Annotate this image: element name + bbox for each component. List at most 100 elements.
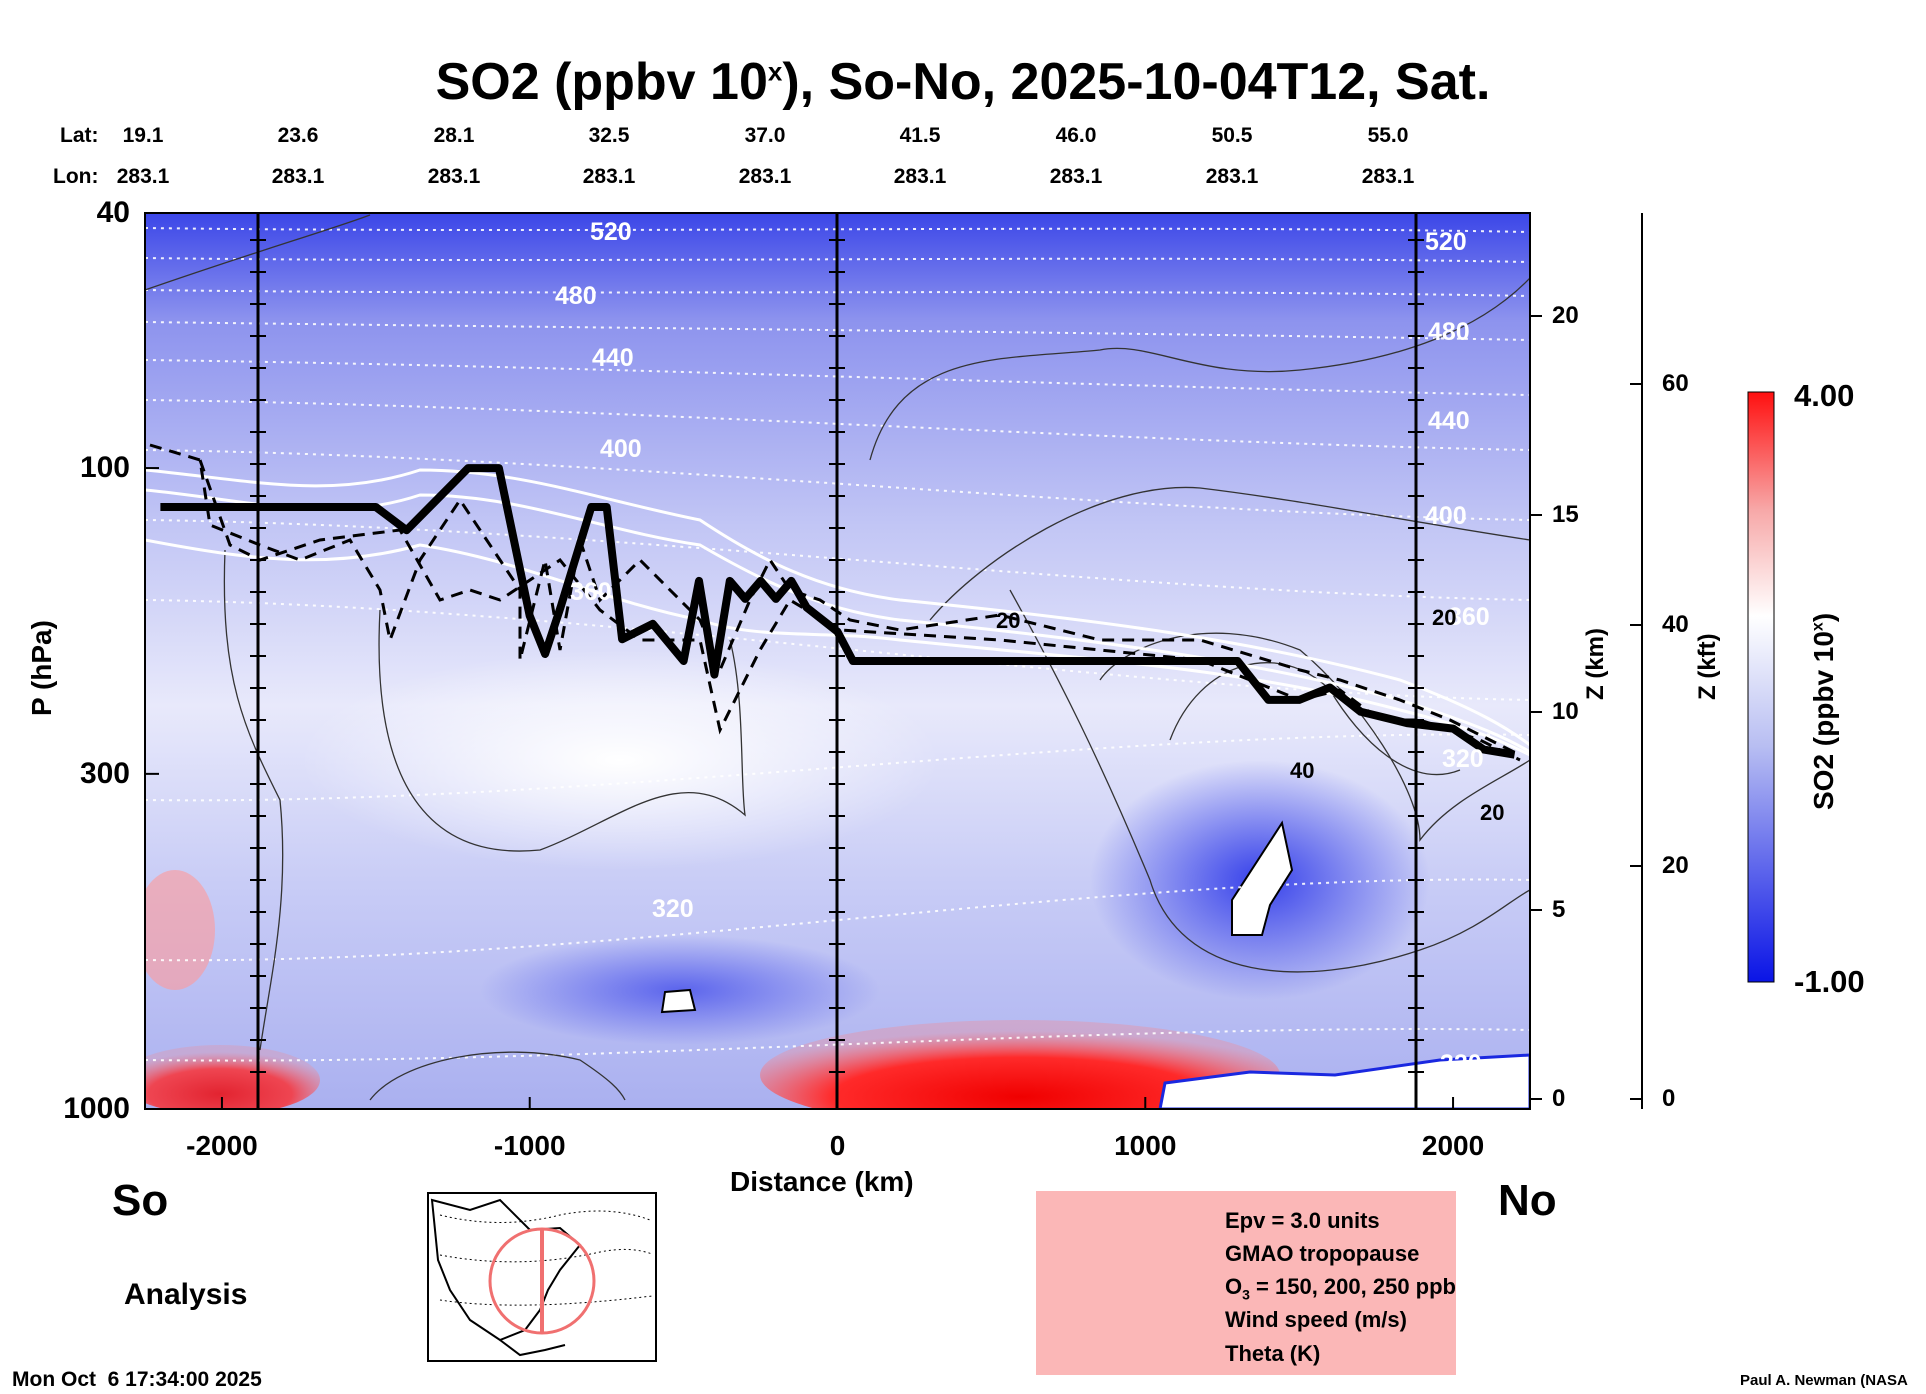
wind-contour bbox=[223, 549, 284, 1051]
colorbar-min-label: -1.00 bbox=[1794, 964, 1865, 999]
z-km-tick-label: 10 bbox=[1552, 698, 1579, 725]
field-white-patch-2 bbox=[660, 988, 697, 1014]
legend-o3-text: O bbox=[1225, 1274, 1243, 1299]
lon-value: 283.1 bbox=[116, 165, 170, 188]
x-tick-label: 1000 bbox=[1114, 1130, 1177, 1161]
credit: Paul A. Newman (NASA bbox=[1740, 1372, 1908, 1389]
inset-graticule bbox=[439, 1210, 651, 1223]
axis-ticks bbox=[145, 212, 1642, 1110]
lat-value: 41.5 bbox=[899, 124, 941, 147]
x-tick-label: -2000 bbox=[186, 1130, 258, 1161]
inset-coastline-2 bbox=[499, 1339, 566, 1357]
wind-contour-label: 40 bbox=[1290, 758, 1315, 783]
inset-graticule-3 bbox=[439, 1295, 653, 1306]
lat-value: 37.0 bbox=[744, 124, 786, 147]
theta-contour-label: 400 bbox=[600, 435, 642, 463]
wind-contour bbox=[369, 1051, 626, 1101]
x-axis-label: Distance (km) bbox=[730, 1166, 914, 1197]
z-kft-tick-label: 20 bbox=[1662, 852, 1689, 879]
wind-contour bbox=[378, 609, 746, 852]
theta-contour-label: 360 bbox=[570, 578, 612, 606]
wind-contour bbox=[1099, 632, 1530, 842]
theta-contour-label: 320 bbox=[652, 895, 694, 923]
y-tick-label: 100 bbox=[79, 451, 130, 485]
legend-tropopause-label: GMAO tropopause bbox=[1225, 1241, 1420, 1266]
theta-contour-label: 360 bbox=[1448, 603, 1490, 631]
timestamp: Mon Oct 6 17:34:00 2025 bbox=[12, 1368, 262, 1391]
lon-value: 283.1 bbox=[1361, 165, 1415, 188]
z-kft-axis-label: Z (kft) bbox=[1694, 633, 1721, 700]
epv-line bbox=[198, 459, 1521, 762]
legend-wind-label: Wind speed (m/s) bbox=[1225, 1307, 1407, 1332]
wind-contour bbox=[145, 214, 371, 291]
field-white-patch-3 bbox=[1158, 1053, 1530, 1109]
lat-value: 50.5 bbox=[1211, 124, 1253, 147]
wind-contour bbox=[869, 277, 1530, 461]
field-white-region bbox=[300, 650, 940, 870]
z-kft-tick-label: 60 bbox=[1662, 370, 1689, 397]
colorbar bbox=[1747, 391, 1775, 983]
theta-contour-label: 520 bbox=[1425, 228, 1467, 256]
y-tick-label: 300 bbox=[79, 756, 130, 790]
chart-title: SO2 (ppbv 10x), So-No, 2025-10-04T12, Sa… bbox=[0, 52, 1926, 112]
lat-value: 28.1 bbox=[433, 124, 475, 147]
theta-contour-label: 480 bbox=[1428, 318, 1470, 346]
ozone-line bbox=[145, 538, 1530, 757]
colorbar-title-end: ) bbox=[1808, 612, 1839, 623]
lat-label: Lat: bbox=[60, 124, 99, 147]
no-label: No bbox=[1498, 1176, 1557, 1225]
epv-line bbox=[149, 443, 1521, 757]
inset-coastline bbox=[430, 1198, 582, 1342]
lon-value: 283.1 bbox=[1205, 165, 1259, 188]
z-km-tick-label: 0 bbox=[1552, 1085, 1566, 1112]
lon-value: 283.1 bbox=[582, 165, 636, 188]
lon-label: Lon: bbox=[53, 165, 99, 188]
wind-contour bbox=[1009, 589, 1530, 973]
legend-epv-label: Epv = 3.0 units bbox=[1225, 1208, 1380, 1233]
wind-contour-label: 20 bbox=[1480, 800, 1505, 825]
theta-contour-label: 440 bbox=[592, 344, 634, 372]
theta-contour-label: 400 bbox=[1425, 502, 1467, 530]
legend-o3-text-end: = 150, 200, 250 ppb bbox=[1249, 1274, 1456, 1299]
z-kft-tick-label: 0 bbox=[1662, 1085, 1676, 1112]
lat-value: 23.6 bbox=[277, 124, 319, 147]
lon-value: 283.1 bbox=[427, 165, 481, 188]
lon-value: 283.1 bbox=[271, 165, 325, 188]
lat-value: 46.0 bbox=[1055, 124, 1097, 147]
x-tick-label: -1000 bbox=[493, 1130, 566, 1161]
legend bbox=[1036, 1191, 1456, 1375]
so2-field bbox=[145, 213, 1530, 1109]
lon-value: 283.1 bbox=[1049, 165, 1103, 188]
z-km-axis-label: Z (km) bbox=[1582, 628, 1609, 700]
title-text-end: ), So-No, 2025-10-04T12, Sat. bbox=[782, 53, 1491, 111]
wind-contour-label: 20 bbox=[1432, 605, 1457, 630]
ozone-line bbox=[145, 468, 1530, 747]
y-tick-label: 1000 bbox=[63, 1092, 130, 1125]
x-tick-label: 0 bbox=[829, 1130, 846, 1161]
tropopause-line bbox=[160, 464, 1516, 759]
colorbar-title-sup: x bbox=[1809, 622, 1827, 632]
field-white-patch bbox=[1231, 820, 1294, 936]
z-km-tick-label: 20 bbox=[1552, 302, 1579, 329]
overlay-lines bbox=[145, 214, 1530, 1101]
colorbar-title: SO2 (ppbv 10x) bbox=[1808, 613, 1840, 810]
theta-contour-label: 440 bbox=[1428, 407, 1470, 435]
inset-map bbox=[427, 1192, 657, 1362]
theta-contour-label: 480 bbox=[555, 282, 597, 310]
z-km-tick-label: 15 bbox=[1552, 501, 1579, 528]
wind-contour bbox=[929, 486, 1530, 621]
colorbar-title-text: SO2 (ppbv 10 bbox=[1808, 631, 1839, 810]
lon-value: 283.1 bbox=[893, 165, 947, 188]
legend-theta-label: Theta (K) bbox=[1225, 1341, 1321, 1366]
y-tick-label: 40 bbox=[96, 196, 130, 229]
y-axis-label: P (hPa) bbox=[26, 620, 57, 716]
analysis-label: Analysis bbox=[124, 1278, 248, 1311]
lat-value: 55.0 bbox=[1367, 124, 1409, 147]
legend-o3-sub: 3 bbox=[1242, 1286, 1250, 1303]
z-kft-tick-label: 40 bbox=[1662, 611, 1689, 638]
field-pink-region bbox=[145, 870, 215, 990]
legend-o3-label: O3 = 150, 200, 250 ppb bbox=[1225, 1274, 1456, 1302]
lon-value: 283.1 bbox=[738, 165, 792, 188]
lat-value: 32.5 bbox=[588, 124, 630, 147]
